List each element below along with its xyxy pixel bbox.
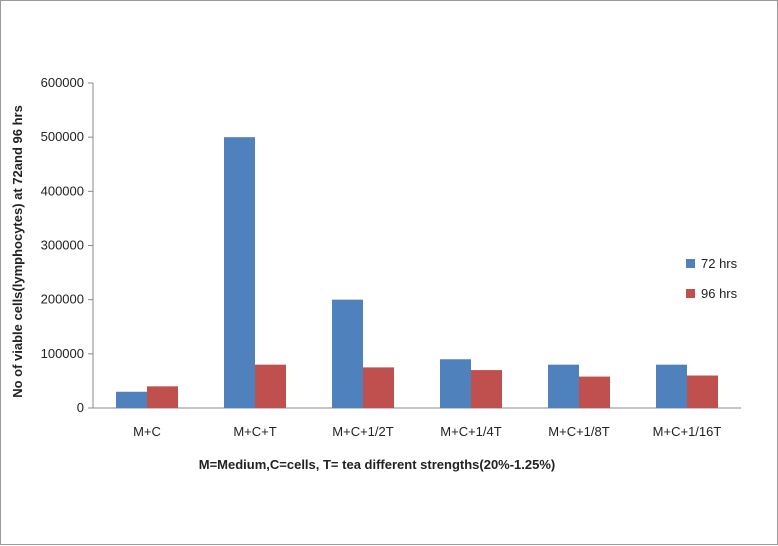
x-category-label: M+C+1/4T: [440, 424, 501, 439]
y-tick-label: 400000: [41, 183, 84, 198]
x-category-label: M+C+1/8T: [548, 424, 609, 439]
y-tick-label: 0: [77, 400, 84, 415]
y-axis-title: No of viable cells(lymphocytes) at 72and…: [10, 105, 25, 398]
legend: 72 hrs 96 hrs: [686, 256, 738, 301]
bar-96hrs: [687, 375, 718, 408]
legend-label: 96 hrs: [701, 286, 738, 301]
x-category-label: M+C: [133, 424, 161, 439]
y-tick-label: 200000: [41, 292, 84, 307]
y-axis-ticks: 0 100000 200000 300000 400000 500000 600000: [41, 75, 93, 415]
bar-96hrs: [471, 370, 502, 408]
y-tick-label: 500000: [41, 129, 84, 144]
bar-96hrs: [147, 386, 178, 408]
bar-96hrs: [255, 364, 286, 408]
bar-72hrs: [440, 359, 471, 408]
y-tick-label: 600000: [41, 75, 84, 90]
x-category-label: M+C+1/2T: [332, 424, 393, 439]
bar-72hrs: [656, 364, 687, 408]
bars: [116, 137, 718, 408]
legend-label: 72 hrs: [701, 256, 738, 271]
bar-96hrs: [363, 367, 394, 408]
bar-72hrs: [116, 391, 147, 408]
bar-72hrs: [224, 137, 255, 408]
bar-72hrs: [548, 364, 579, 408]
x-category-label: M+C+T: [233, 424, 276, 439]
x-axis-title: M=Medium,C=cells, T= tea different stren…: [199, 457, 556, 472]
legend-swatch: [686, 289, 695, 298]
y-tick-label: 300000: [41, 238, 84, 253]
y-tick-label: 100000: [41, 346, 84, 361]
x-axis-category-labels: M+C M+C+T M+C+1/2T M+C+1/4T M+C+1/8T M+C+1/16…: [133, 424, 721, 439]
legend-swatch: [686, 259, 695, 268]
bar-72hrs: [332, 299, 363, 408]
x-category-label: M+C+1/16T: [653, 424, 722, 439]
bar-96hrs: [579, 376, 610, 408]
axes: [92, 83, 741, 409]
